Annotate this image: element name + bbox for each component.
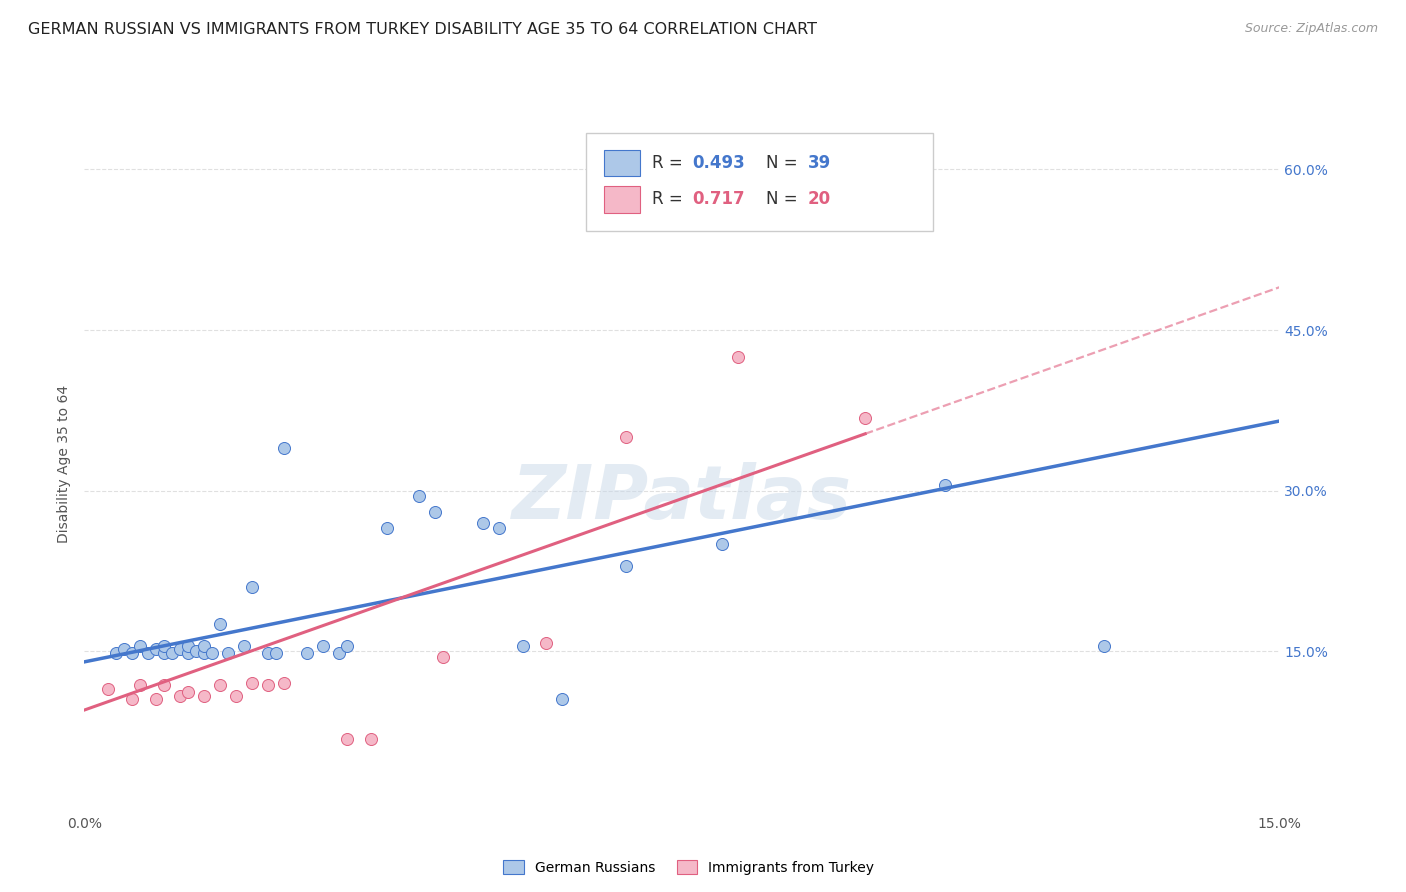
Point: [240, 676, 263, 690]
Text: R =: R =: [652, 191, 688, 209]
Point: [264, 646, 287, 660]
Point: [105, 646, 128, 660]
Point: [614, 430, 637, 444]
Point: [336, 731, 359, 746]
Point: [193, 689, 215, 703]
Text: R =: R =: [652, 154, 688, 172]
Point: [408, 489, 430, 503]
Point: [360, 731, 382, 746]
Point: [312, 639, 335, 653]
Point: [336, 639, 359, 653]
Point: [208, 678, 231, 692]
Point: [169, 689, 191, 703]
Point: [208, 617, 231, 632]
Point: [193, 639, 215, 653]
Point: [423, 505, 446, 519]
Point: [471, 516, 494, 530]
Point: [112, 642, 135, 657]
Point: [614, 558, 637, 573]
Point: [934, 478, 956, 492]
Point: [153, 678, 176, 692]
Point: [136, 646, 159, 660]
Point: [217, 646, 239, 660]
Point: [240, 580, 263, 594]
Point: [551, 692, 574, 706]
Point: [536, 635, 558, 649]
Point: [153, 646, 176, 660]
Point: [177, 646, 200, 660]
Point: [488, 521, 510, 535]
Point: [145, 642, 167, 657]
Point: [297, 646, 319, 660]
Point: [184, 644, 207, 658]
Point: [160, 646, 183, 660]
Point: [256, 678, 278, 692]
Point: [153, 639, 176, 653]
Text: 20: 20: [807, 191, 831, 209]
Point: [97, 681, 120, 696]
Point: [201, 646, 224, 660]
Text: N =: N =: [765, 191, 803, 209]
Point: [129, 639, 152, 653]
Point: [177, 639, 200, 653]
Point: [710, 537, 733, 551]
Text: GERMAN RUSSIAN VS IMMIGRANTS FROM TURKEY DISABILITY AGE 35 TO 64 CORRELATION CHA: GERMAN RUSSIAN VS IMMIGRANTS FROM TURKEY…: [28, 22, 817, 37]
Point: [432, 649, 454, 664]
Point: [727, 350, 749, 364]
Text: 0.717: 0.717: [693, 191, 745, 209]
Text: Source: ZipAtlas.com: Source: ZipAtlas.com: [1244, 22, 1378, 36]
Legend: German Russians, Immigrants from Turkey: German Russians, Immigrants from Turkey: [498, 855, 880, 880]
FancyBboxPatch shape: [605, 150, 640, 177]
Point: [145, 692, 167, 706]
Text: ZIPatlas: ZIPatlas: [512, 462, 852, 535]
Point: [121, 692, 143, 706]
Point: [129, 678, 152, 692]
Point: [328, 646, 350, 660]
Point: [512, 639, 534, 653]
Point: [177, 685, 200, 699]
Point: [256, 646, 278, 660]
Point: [853, 410, 876, 425]
Point: [273, 441, 295, 455]
Point: [225, 689, 247, 703]
Point: [806, 216, 828, 230]
Point: [273, 676, 295, 690]
Text: N =: N =: [765, 154, 803, 172]
Text: 0.493: 0.493: [693, 154, 745, 172]
FancyBboxPatch shape: [586, 134, 934, 231]
Point: [193, 646, 215, 660]
Point: [232, 639, 254, 653]
Text: 39: 39: [807, 154, 831, 172]
Point: [375, 521, 398, 535]
Point: [121, 646, 143, 660]
FancyBboxPatch shape: [605, 186, 640, 212]
Y-axis label: Disability Age 35 to 64: Disability Age 35 to 64: [58, 384, 72, 543]
Point: [169, 642, 191, 657]
Point: [1092, 639, 1115, 653]
